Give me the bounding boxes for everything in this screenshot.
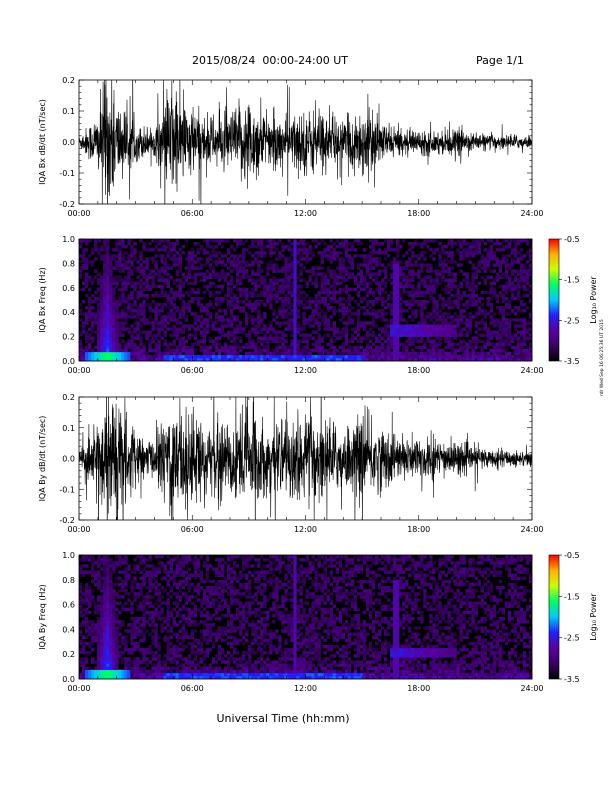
by-trace-xtick-label: 12:00 [294, 525, 317, 534]
bx-trace-xtick-label: 00:00 [67, 209, 90, 218]
by-trace-xtick-label: 18:00 [407, 525, 430, 534]
by-trace-ytick-label: -0.1 [59, 485, 75, 494]
bx-spectrogram-colorbar-label: Log₁₀ Power [589, 276, 598, 324]
by-spectrogram-axes: 0.0 0.2 0.4 0.6 0.8 1.0 00:00 06:00 12:00 18:00 24… [38, 551, 544, 693]
bx-spectrogram-ytick-label: 0.2 [62, 333, 75, 342]
bx-trace-xtick-label: 12:00 [294, 209, 317, 218]
by-spectrogram-xtick-label: 24:00 [520, 684, 543, 693]
bx-trace-xtick-label: 18:00 [407, 209, 430, 218]
by-spectrogram-ytick-label: 0.6 [62, 601, 75, 610]
bx-spectrogram-axes: 0.0 0.2 0.4 0.6 0.8 1.0 00:00 06:00 12:00 18:00 24… [38, 235, 544, 375]
by-spectrogram-colorbar-tick: -2.5 [564, 634, 580, 643]
bx-spectrogram-frame [78, 238, 533, 362]
by-spectrogram-xtick-label: 12:00 [294, 684, 317, 693]
bx-spectrogram-ytick-label: 1.0 [62, 235, 75, 244]
bx-spectrogram-colorbar: -0.5 -1.5 -2.5 -3.5 Log₁₀ Power [548, 235, 598, 366]
by-trace-ytick-label: 0.0 [62, 455, 75, 464]
bx-spectrogram-ytick-label: 0.6 [62, 284, 75, 293]
bx-spectrogram-ytick-label: 0.0 [62, 357, 75, 366]
by-spectrogram-frame [78, 554, 533, 680]
bx-trace-ytick-label: 0.2 [62, 76, 75, 85]
bx-spectrogram-xtick-label: 18:00 [407, 366, 430, 375]
bx-trace-ytick-label: 0.0 [62, 138, 75, 147]
by-spectrogram-ylabel: IQA By Freq (Hz) [38, 584, 47, 650]
by-trace-xtick-label: 06:00 [181, 525, 204, 534]
by-trace-axes: -0.2 -0.1 0.0 0.1 0.2 00:00 06:00 12:00 18:00 24:… [38, 393, 544, 534]
by-trace-ytick-label: 0.1 [62, 424, 75, 433]
by-spectrogram-colorbar-tick: -1.5 [564, 592, 580, 601]
by-spectrogram-colorbar: -0.5 -1.5 -2.5 -3.5 Log₁₀ Power [548, 551, 598, 684]
bx-spectrogram-ytick-label: 0.4 [62, 308, 75, 317]
by-spectrogram-xtick-label: 00:00 [67, 684, 90, 693]
by-trace-ytick-label: 0.2 [62, 393, 75, 402]
by-trace-xtick-label: 00:00 [67, 525, 90, 534]
bx-spectrogram-ylabel: IQA Bx Freq (Hz) [38, 267, 47, 333]
by-spectrogram-ytick-label: 0.8 [62, 576, 75, 585]
by-spectrogram-image [79, 555, 533, 680]
by-spectrogram-colorbar-tick: -3.5 [564, 675, 580, 684]
by-spectrogram-ytick-label: 0.4 [62, 625, 75, 634]
by-spectrogram-ytick-label: 0.0 [62, 675, 75, 684]
x-axis-label: Universal Time (hh:mm) [217, 712, 350, 725]
bx-spectrogram-xtick-label: 06:00 [181, 366, 204, 375]
by-spectrogram-colorbar-label: Log₁₀ Power [589, 593, 598, 641]
bx-spectrogram-xtick-label: 12:00 [294, 366, 317, 375]
page-number: Page 1/1 [476, 54, 524, 67]
bx-trace-xtick-label: 24:00 [520, 209, 543, 218]
bx-spectrogram-ytick-label: 0.8 [62, 259, 75, 268]
bx-trace-ytick-label: 0.1 [62, 107, 75, 116]
by-spectrogram-xtick-label: 06:00 [181, 684, 204, 693]
bx-trace-ytick-label: -0.1 [59, 169, 75, 178]
bx-trace-series-line [79, 80, 532, 204]
bx-trace-axes: -0.2 -0.1 0.0 0.1 0.2 00:00 06:00 12:00 18:00 24:… [38, 76, 544, 218]
bx-spectrogram-colorbar-tick: -3.5 [564, 357, 580, 366]
bx-spectrogram-xtick-label: 24:00 [520, 366, 543, 375]
by-trace-ylabel: IQA By dB/dt (nT/sec) [38, 416, 47, 502]
by-spectrogram-colorbar-tick: -0.5 [564, 551, 580, 560]
by-trace-ytick-label: -0.2 [59, 516, 75, 525]
by-spectrogram-ytick-label: 1.0 [62, 551, 75, 560]
by-trace-xtick-label: 24:00 [520, 525, 543, 534]
bx-trace-frame [78, 79, 533, 205]
bx-spectrogram-colorbar-tick: -2.5 [564, 316, 580, 325]
bx-spectrogram-xtick-label: 00:00 [67, 366, 90, 375]
bx-trace-xtick-label: 06:00 [181, 209, 204, 218]
bx-spectrogram-image [79, 239, 533, 362]
by-trace-series-line [79, 397, 532, 520]
date-range-title: 2015/08/24 00:00-24:00 UT [192, 54, 349, 67]
bx-spectrogram-colorbar-tick: -0.5 [564, 235, 580, 244]
by-spectrogram-xtick-label: 18:00 [407, 684, 430, 693]
by-spectrogram-ytick-label: 0.2 [62, 650, 75, 659]
bx-trace-ylabel: IQA Bx dB/dt (nT/sec) [38, 99, 47, 185]
bx-spectrogram-colorbar-tick: -1.5 [564, 276, 580, 285]
bx-trace-ytick-label: -0.2 [59, 200, 75, 209]
by-trace-frame [78, 396, 533, 521]
